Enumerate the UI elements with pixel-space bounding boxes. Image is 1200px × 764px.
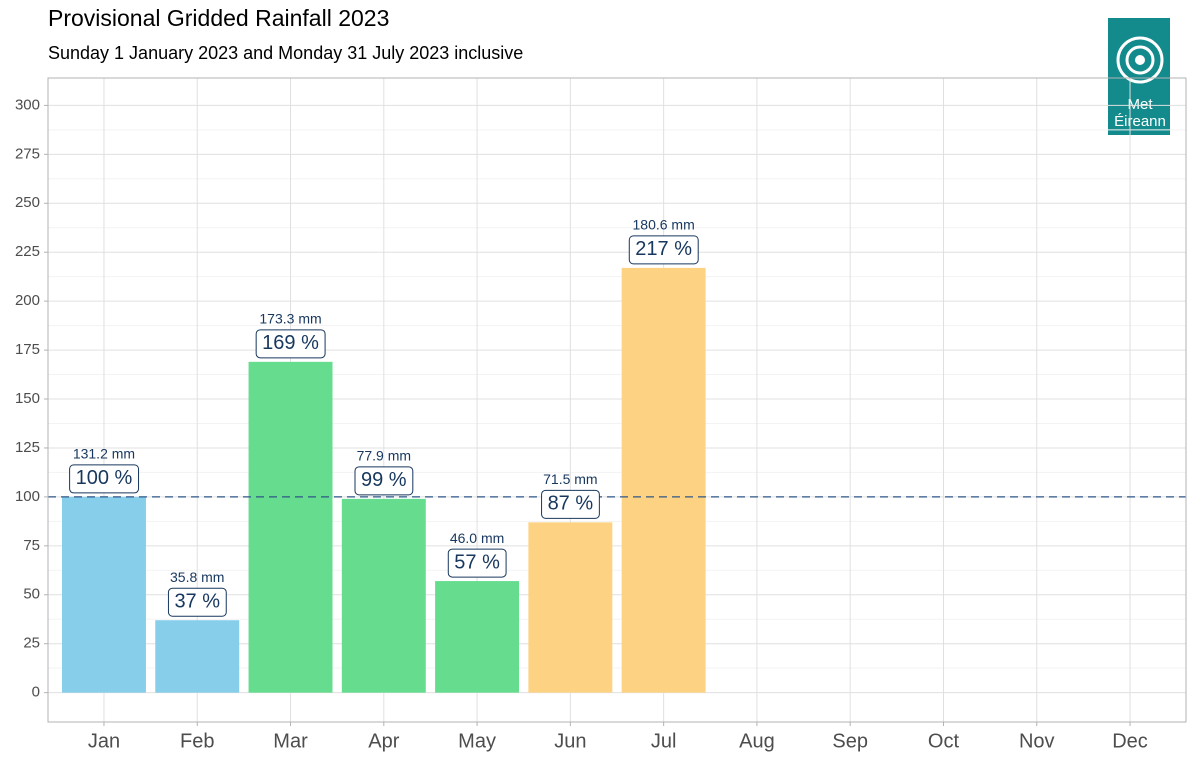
rainfall-label: 77.9 mm xyxy=(357,448,411,464)
bar xyxy=(341,498,426,693)
x-tick-label: Nov xyxy=(1019,730,1055,752)
panel-border xyxy=(47,77,1187,723)
y-tick-label: 25 xyxy=(23,635,40,652)
y-tick-label: 250 xyxy=(15,194,40,211)
chart-title: Provisional Gridded Rainfall 2023 xyxy=(48,5,389,31)
rainfall-label: 131.2 mm xyxy=(73,446,135,462)
value-label: 100 % xyxy=(69,464,140,494)
value-label: 37 % xyxy=(167,587,227,617)
value-label-box xyxy=(541,489,600,519)
logo-text: Met xyxy=(1127,96,1153,113)
y-tick-label: 275 xyxy=(15,145,40,162)
value-label-box xyxy=(447,548,507,578)
y-tick-label: 50 xyxy=(23,586,40,603)
y-tick-label: 175 xyxy=(15,341,40,358)
plot-panel: 0 25 50 75 100 125 150 175 200 225 250 275 300 Jan Feb… xyxy=(15,77,1187,752)
value-label: 217 % xyxy=(628,235,699,265)
value-label-box xyxy=(354,466,414,496)
value-label: 169 % xyxy=(255,329,326,359)
y-tick-label: 0 xyxy=(32,684,40,701)
value-label: 87 % xyxy=(541,489,600,519)
logo-swirl xyxy=(1135,55,1145,65)
y-tick-label: 100 xyxy=(15,488,40,505)
logo-text: Éireann xyxy=(1114,113,1166,130)
logo: Met Éireann xyxy=(1108,18,1170,135)
logo-swirl xyxy=(1125,45,1155,75)
y-tick-label: 225 xyxy=(15,243,40,260)
rainfall-label: 71.5 mm xyxy=(543,471,597,487)
value-label-text: 169 % xyxy=(262,332,319,354)
x-tick-label: Mar xyxy=(273,730,308,752)
value-label-box xyxy=(255,329,326,359)
x-tick-label: Jan xyxy=(88,730,120,752)
value-label-text: 87 % xyxy=(548,493,594,515)
x-tick-label: May xyxy=(458,730,496,752)
chart-subtitle: Sunday 1 January 2023 and Monday 31 July… xyxy=(48,43,523,63)
value-label-text: 57 % xyxy=(454,551,500,573)
value-label-text: 37 % xyxy=(174,590,220,612)
logo-swirl xyxy=(1116,36,1164,84)
y-tick-label: 300 xyxy=(15,96,40,113)
y-tick-label: 150 xyxy=(15,390,40,407)
y-tick-label: 125 xyxy=(15,439,40,456)
bar xyxy=(528,522,613,693)
x-tick-label: Dec xyxy=(1112,730,1148,752)
x-tick-label: Feb xyxy=(180,730,214,752)
value-label-box xyxy=(628,235,699,265)
x-tick-label: Aug xyxy=(739,730,775,752)
bar xyxy=(248,361,333,693)
bar xyxy=(61,496,146,693)
value-label: 57 % xyxy=(447,548,507,578)
value-label-text: 217 % xyxy=(635,238,692,260)
rainfall-label: 173.3 mm xyxy=(259,311,321,327)
x-tick-label: Jul xyxy=(651,730,677,752)
value-label-text: 99 % xyxy=(361,469,407,491)
x-tick-label: Oct xyxy=(928,730,960,752)
y-tick-label: 200 xyxy=(15,292,40,309)
bar xyxy=(155,620,240,693)
x-tick-label: Apr xyxy=(368,730,399,752)
bar xyxy=(621,267,706,693)
value-label-box xyxy=(69,464,140,494)
value-label-box xyxy=(167,587,227,617)
value-label: 99 % xyxy=(354,466,414,496)
x-tick-label: Jun xyxy=(554,730,586,752)
bar xyxy=(435,581,520,693)
rainfall-label: 180.6 mm xyxy=(633,217,695,233)
x-tick-label: Sep xyxy=(832,730,868,752)
value-label-text: 100 % xyxy=(76,467,133,489)
rainfall-label: 35.8 mm xyxy=(170,569,224,585)
rainfall-label: 46.0 mm xyxy=(450,530,504,546)
y-tick-label: 75 xyxy=(23,537,40,554)
